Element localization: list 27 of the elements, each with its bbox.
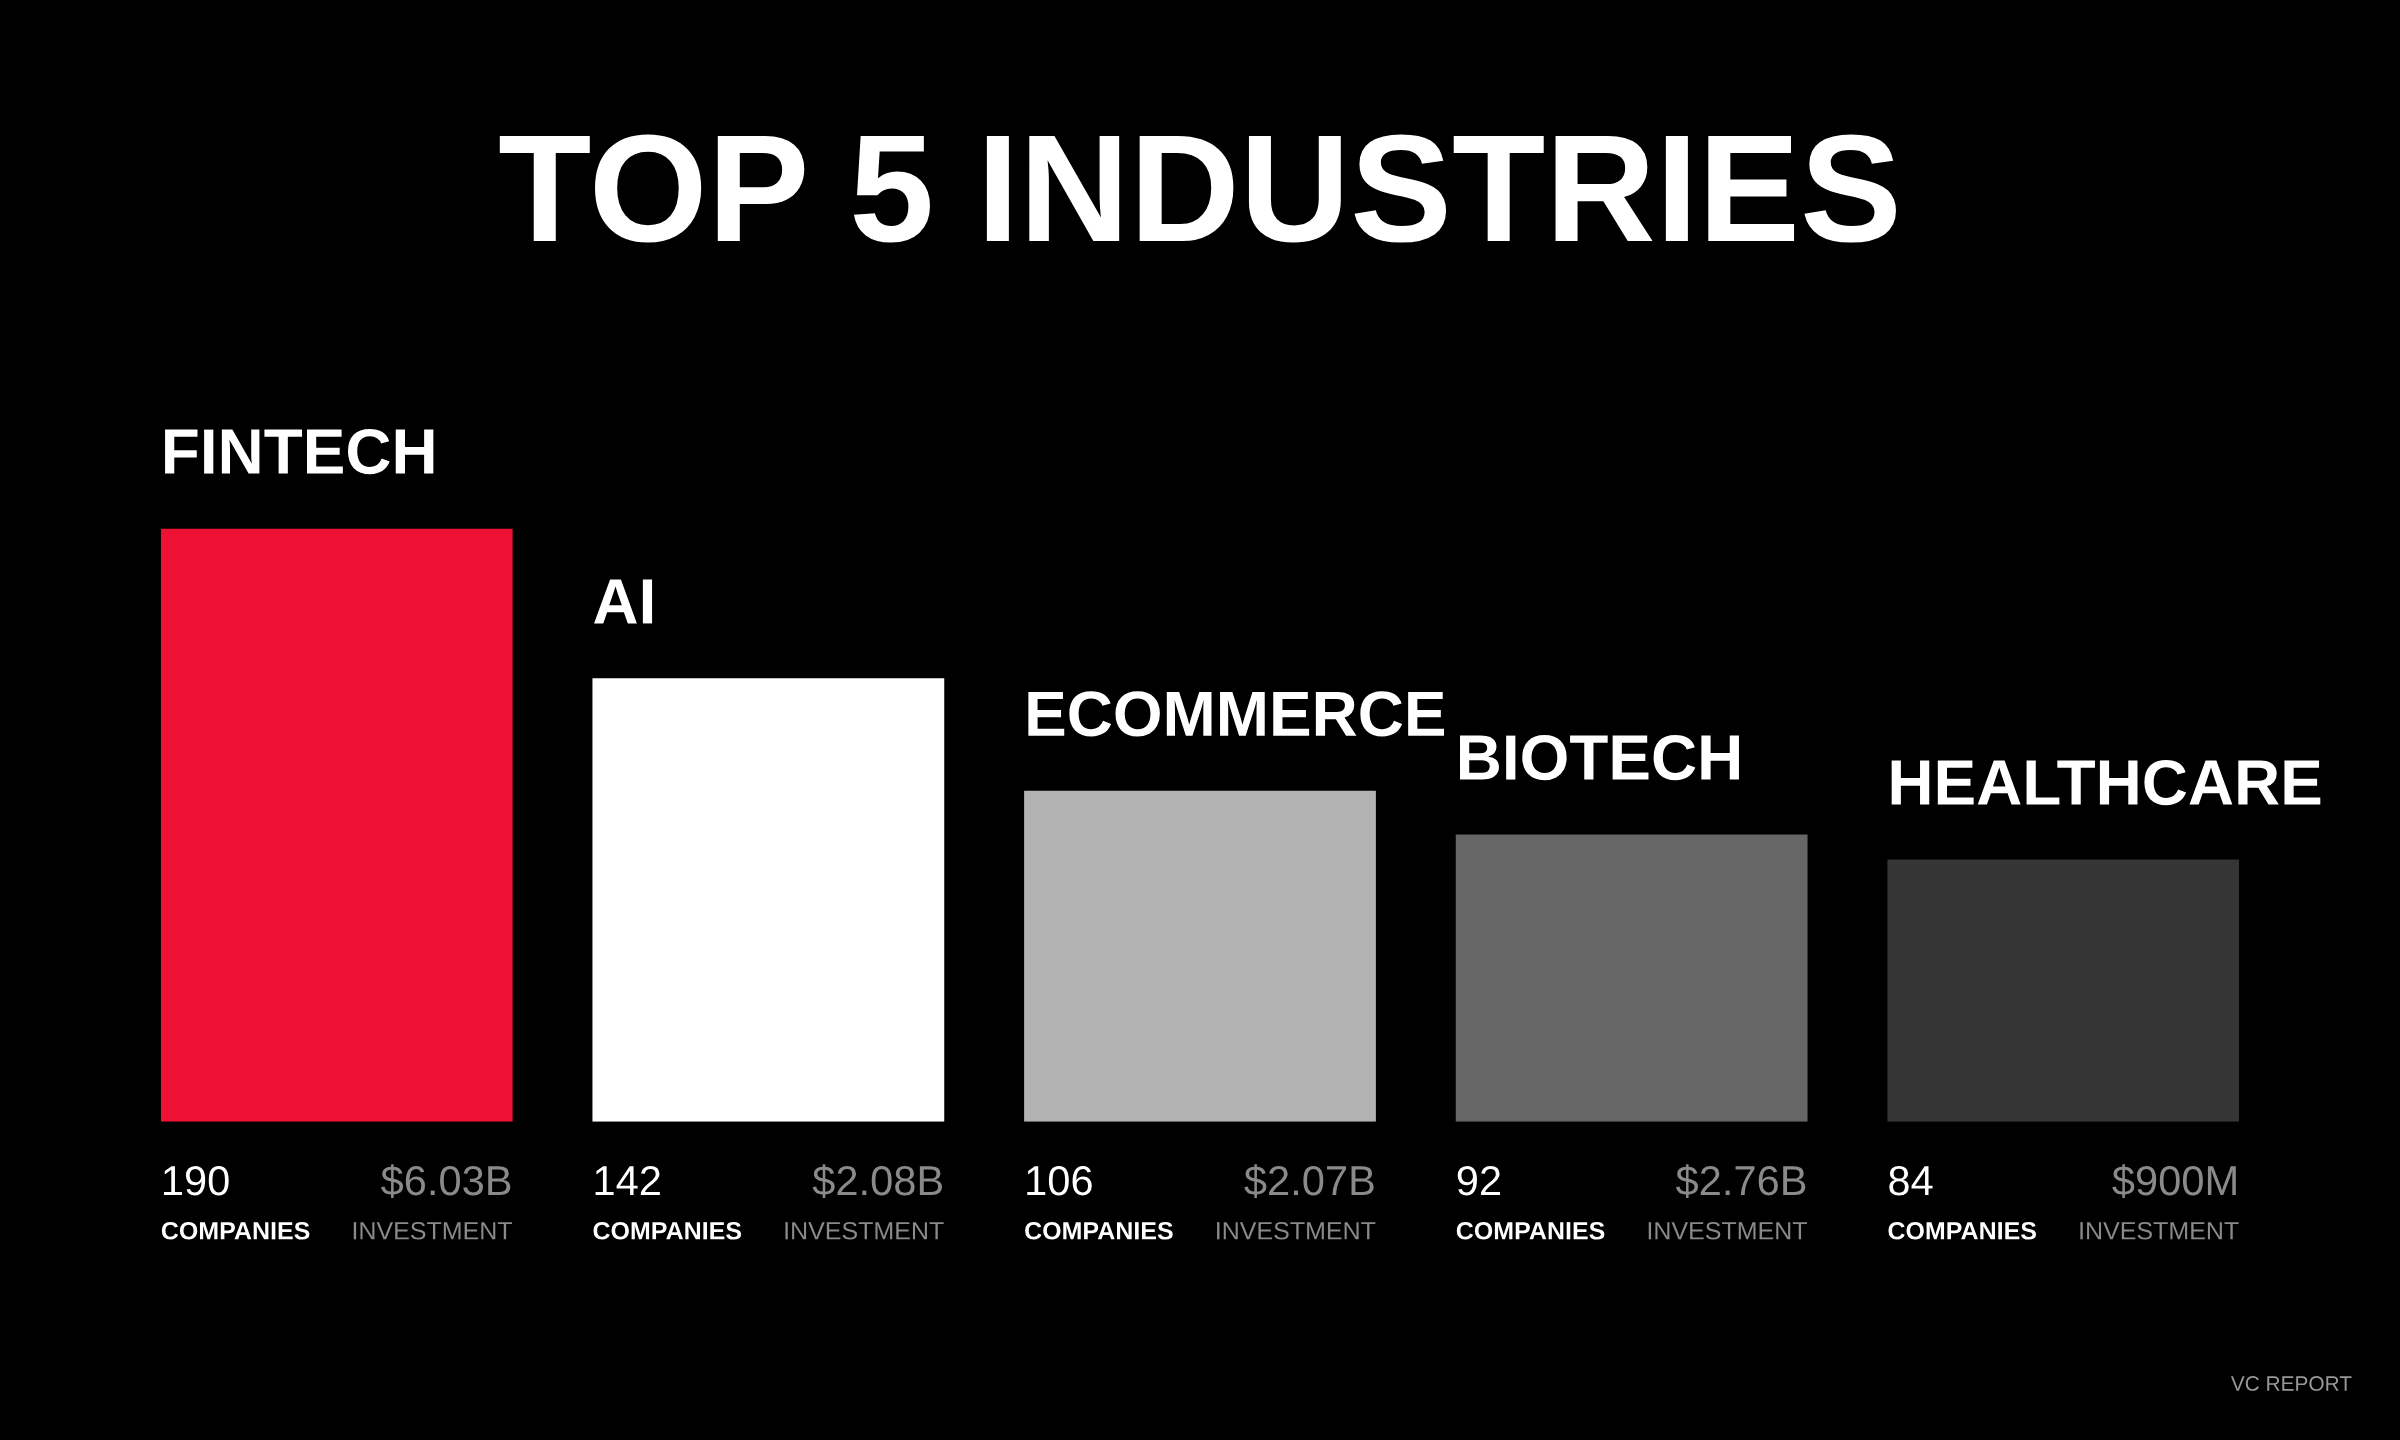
data-label: 190 xyxy=(163,1165,229,1196)
x-tick-label: AI xyxy=(594,579,653,624)
text: VC REPORT xyxy=(2230,1376,2352,1391)
data-label: 142 xyxy=(595,1165,660,1196)
data-label: 106 xyxy=(1027,1165,1092,1196)
text: COMPANIES xyxy=(161,1221,310,1240)
text: COMPANIES xyxy=(593,1221,742,1240)
bar xyxy=(592,678,945,1122)
x-tick-label: FINTECH xyxy=(165,428,434,475)
text: COMPANIES xyxy=(1888,1221,2036,1240)
text: COMPANIES xyxy=(1025,1221,1173,1240)
data-label: 84 xyxy=(1889,1165,1933,1196)
text: $6.03B INVESTMENT xyxy=(353,1164,513,1240)
x-tick-label: HEALTHCARE xyxy=(1891,759,2321,806)
text: $900M INVESTMENT xyxy=(2080,1164,2239,1240)
x-tick-label: BIOTECH xyxy=(1460,734,1739,781)
bar xyxy=(1455,834,1808,1122)
data-label: 92 xyxy=(1457,1165,1501,1196)
bar xyxy=(1887,859,2240,1122)
x-tick-label: ECOMMERCE xyxy=(1028,691,1444,737)
text: $2.08B INVESTMENT xyxy=(785,1164,944,1240)
bar xyxy=(160,528,513,1122)
text: COMPANIES xyxy=(1456,1221,1605,1240)
text: $2.76B INVESTMENT xyxy=(1648,1164,1807,1240)
chart-title: TOP 5 INDUSTRIES xyxy=(499,134,1896,243)
text: $2.07B INVESTMENT xyxy=(1217,1164,1376,1240)
bar xyxy=(1024,790,1376,1122)
